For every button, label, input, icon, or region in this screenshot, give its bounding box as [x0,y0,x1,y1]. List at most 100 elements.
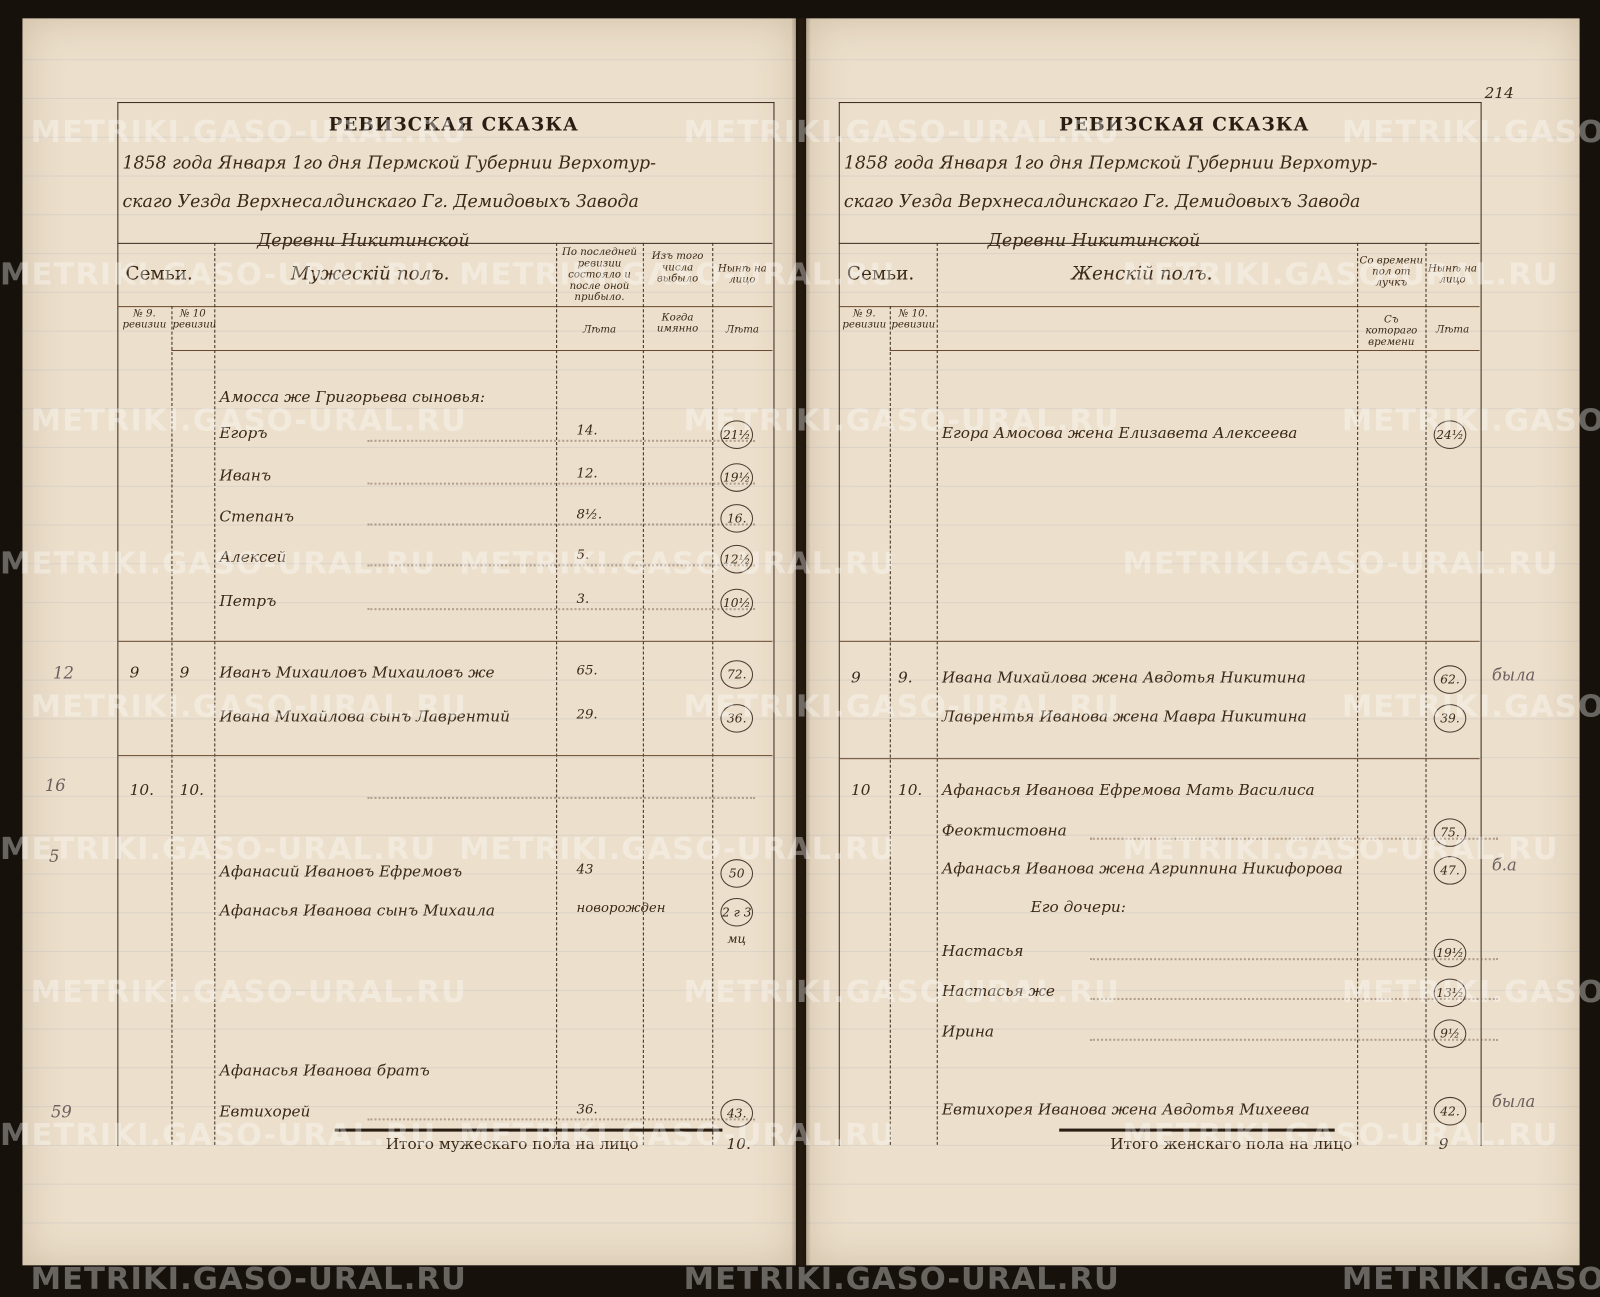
ruled-line [806,951,1580,953]
watermark: METRIKI.GASO-URAL.RU [1341,974,1600,1011]
ruled-line [22,718,796,720]
ruled-line [806,175,1580,177]
watermark: METRIKI.GASO-URAL.RU [459,831,896,868]
entry-name: Феоктистовна [941,821,1067,840]
entry-prev-age: 5. [576,547,590,564]
watermark: METRIKI.GASO-URAL.RU [683,1261,1120,1297]
subheader-divider [838,306,1480,308]
watermark: METRIKI.GASO-URAL.RU [1341,403,1600,439]
ruled-line [806,136,1580,138]
column-header-when: Когда имянно [656,312,699,335]
watermark: METRIKI.GASO-URAL.RU [1122,831,1559,868]
column-header-section: Женскій полъ. [1071,263,1213,285]
ruled-line [22,291,796,293]
right-page [806,18,1580,1266]
watermark: METRIKI.GASO-URAL.RU [30,1261,467,1297]
total-label: Итого женскаго пола на лицо [1110,1134,1353,1154]
watermark: METRIKI.GASO-URAL.RU [30,688,467,725]
column-line [556,242,558,1145]
entry-prev-age: новорожден [576,901,666,917]
entry-name: Афанасья Иванова братъ [219,1061,430,1080]
ruled-line [22,563,796,565]
entry-prev-age: 14. [576,423,598,439]
entry-name: Ирина [941,1022,995,1041]
column-line [214,242,216,1145]
ruled-line [806,1067,1580,1069]
ruled-line [806,408,1580,410]
entry-prev-age: 12. [576,466,598,482]
ruled-line [806,253,1580,255]
entry-name: Афанасья Иванова сынъ Михаила [219,901,495,920]
total-value: 10. [726,1134,751,1154]
column-header-prev_revision: По последней ревизии состояло и после он… [561,246,638,304]
spine-shadow [791,18,811,1266]
entry-name: Афанасья Иванова Ефремова Мать Василиса [941,780,1315,799]
ruled-line [806,97,1580,99]
entry-name: Афанасий Ивановъ Ефремовъ [219,862,463,881]
entry-name: Его дочери: [1030,897,1126,917]
watermark: METRIKI.GASO-URAL.RU [1341,1261,1600,1297]
ruled-line [22,795,796,797]
watermark: METRIKI.GASO-URAL.RU [459,257,896,293]
column-header-rev9: № 9. ревизии [842,308,887,331]
column-header-years: Лѣта [1435,324,1470,336]
margin-note: б.а [1491,855,1517,875]
ruled-line [22,408,796,410]
total-underline [334,1128,723,1132]
margin-note: была [1491,665,1536,685]
entry-name: Егора Амосова жена Елизавета Алексеева [941,423,1298,442]
ruled-line [22,136,796,138]
page-number: 214 [1484,83,1514,103]
column-line [1357,242,1359,1145]
table-frame [838,102,1482,1146]
entry-present-age: 36. [720,704,754,733]
margin-note: 5 [48,846,60,867]
column-line [936,242,938,1145]
form-title: РЕВИЗСКАЯ СКАЗКА [1059,114,1310,136]
rev10-number: 10. [897,780,923,799]
ruled-line [806,718,1580,720]
ruled-line [806,989,1580,991]
watermark: METRIKI.GASO-URAL.RU [1341,114,1600,150]
family-separator [838,640,1480,642]
entry-present-age: 21½ [720,420,754,449]
ruled-line [22,524,796,526]
rev9-number: 10 [851,780,871,799]
entry-name: Евтихорея Иванова жена Авдотья Михеева [941,1099,1310,1119]
family-separator [117,755,773,757]
column-header-present: Нынѣ на лицо [717,263,767,286]
ruled-line [806,834,1580,836]
ruled-line [806,214,1580,216]
entry-present-age: 16. [720,504,754,533]
entry-name: Степанъ [219,507,294,526]
ruled-line [806,485,1580,487]
ruled-line [806,1028,1580,1030]
heading-line: скаго Уезда Верхнесалдинскаго Гг. Демидо… [843,191,1361,213]
entry-present-age: 39. [1433,704,1467,733]
ruled-line [22,485,796,487]
ruled-line [22,1183,796,1185]
watermark: METRIKI.GASO-URAL.RU [1122,257,1559,293]
heading-line: 1858 года Января 1го дня Пермской Губерн… [843,153,1378,174]
ruled-line [806,1183,1580,1185]
ruled-line [806,1222,1580,1224]
column-header-rev9: № 9. ревизии [122,308,167,331]
ruled-line [22,757,796,759]
rev10-number: 9 [179,663,190,682]
ruled-line [22,951,796,953]
column-header-rev10: № 10 ревизии [172,308,217,331]
watermark: METRIKI.GASO-URAL.RU [0,1117,437,1154]
ruled-line [806,563,1580,565]
table-frame [117,102,775,1146]
watermark: METRIKI.GASO-URAL.RU [30,403,467,439]
rev9-number: 9 [851,668,861,687]
watermark: METRIKI.GASO-URAL.RU [30,114,467,150]
total-underline [1059,1128,1335,1132]
entry-present-age: 19½ [720,463,754,492]
watermark: METRIKI.GASO-URAL.RU [30,974,467,1011]
ruled-line [22,1106,796,1108]
ruled-line [22,834,796,836]
ruled-line [806,59,1580,61]
column-header-years2: Лѣта [725,324,759,336]
